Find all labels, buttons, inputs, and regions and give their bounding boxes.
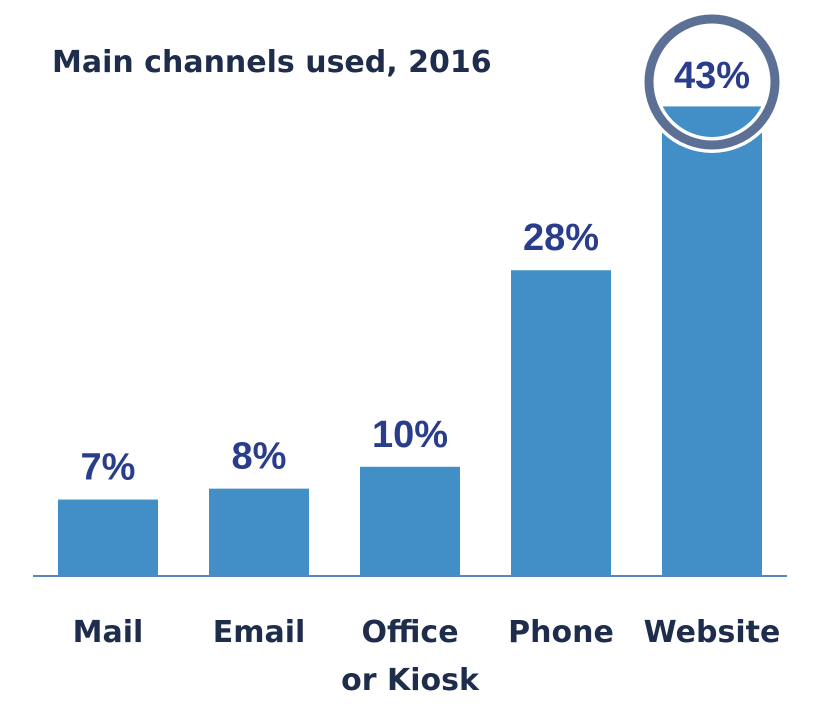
value-label-4: 43%: [674, 55, 750, 97]
category-label-2-line-0: Office: [361, 615, 458, 650]
category-label-4: Website: [644, 615, 781, 650]
bars-group: [58, 106, 762, 576]
category-label-0: Mail: [73, 615, 144, 650]
bar-2: [360, 466, 460, 576]
bar-3: [511, 270, 611, 576]
bar-4: [662, 106, 762, 576]
category-label-4-line-0: Website: [644, 615, 781, 650]
value-label-0: 7%: [81, 447, 136, 489]
category-label-3: Phone: [508, 615, 614, 650]
highlight-group: [641, 11, 783, 153]
category-label-2: Office or Kiosk: [341, 615, 480, 698]
bar-1: [209, 488, 309, 576]
chart-title: Main channels used, 2016: [52, 45, 492, 80]
category-label-3-line-0: Phone: [508, 615, 614, 650]
value-label-3: 28%: [523, 217, 599, 259]
highlight-ring: [644, 14, 780, 150]
category-label-1: Email: [213, 615, 306, 650]
category-labels-group: Mail Email Office or Kiosk Phone Website: [73, 615, 781, 698]
category-label-1-line-0: Email: [213, 615, 306, 650]
bar-0: [58, 499, 158, 576]
value-label-2: 10%: [372, 414, 448, 456]
value-label-1: 8%: [232, 436, 287, 478]
value-labels-group: 7% 8% 10% 28% 43%: [81, 55, 750, 489]
category-label-2-line-1: or Kiosk: [341, 663, 480, 698]
category-label-0-line-0: Mail: [73, 615, 144, 650]
